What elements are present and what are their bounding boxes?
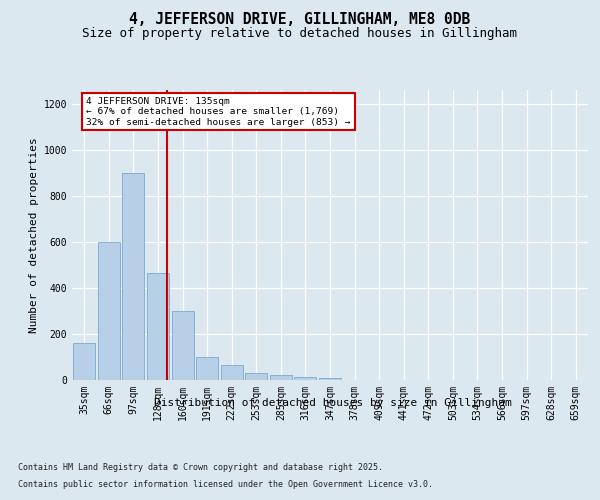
Y-axis label: Number of detached properties: Number of detached properties	[29, 137, 40, 333]
Bar	[98, 242, 120, 380]
Bar	[270, 375, 292, 380]
Text: 4, JEFFERSON DRIVE, GILLINGHAM, ME8 0DB: 4, JEFFERSON DRIVE, GILLINGHAM, ME8 0DB	[130, 12, 470, 28]
Bar	[245, 373, 268, 380]
Bar	[172, 311, 194, 380]
Bar	[295, 376, 316, 380]
Text: 4 JEFFERSON DRIVE: 135sqm
← 67% of detached houses are smaller (1,769)
32% of se: 4 JEFFERSON DRIVE: 135sqm ← 67% of detac…	[86, 97, 351, 126]
Bar	[73, 343, 95, 380]
Bar	[196, 357, 218, 380]
Text: Size of property relative to detached houses in Gillingham: Size of property relative to detached ho…	[83, 28, 517, 40]
Text: Contains public sector information licensed under the Open Government Licence v3: Contains public sector information licen…	[18, 480, 433, 489]
Bar	[221, 365, 243, 380]
Bar	[147, 273, 169, 380]
Text: Contains HM Land Registry data © Crown copyright and database right 2025.: Contains HM Land Registry data © Crown c…	[18, 464, 383, 472]
Text: Distribution of detached houses by size in Gillingham: Distribution of detached houses by size …	[154, 398, 512, 407]
Bar	[319, 378, 341, 380]
Bar	[122, 173, 145, 380]
